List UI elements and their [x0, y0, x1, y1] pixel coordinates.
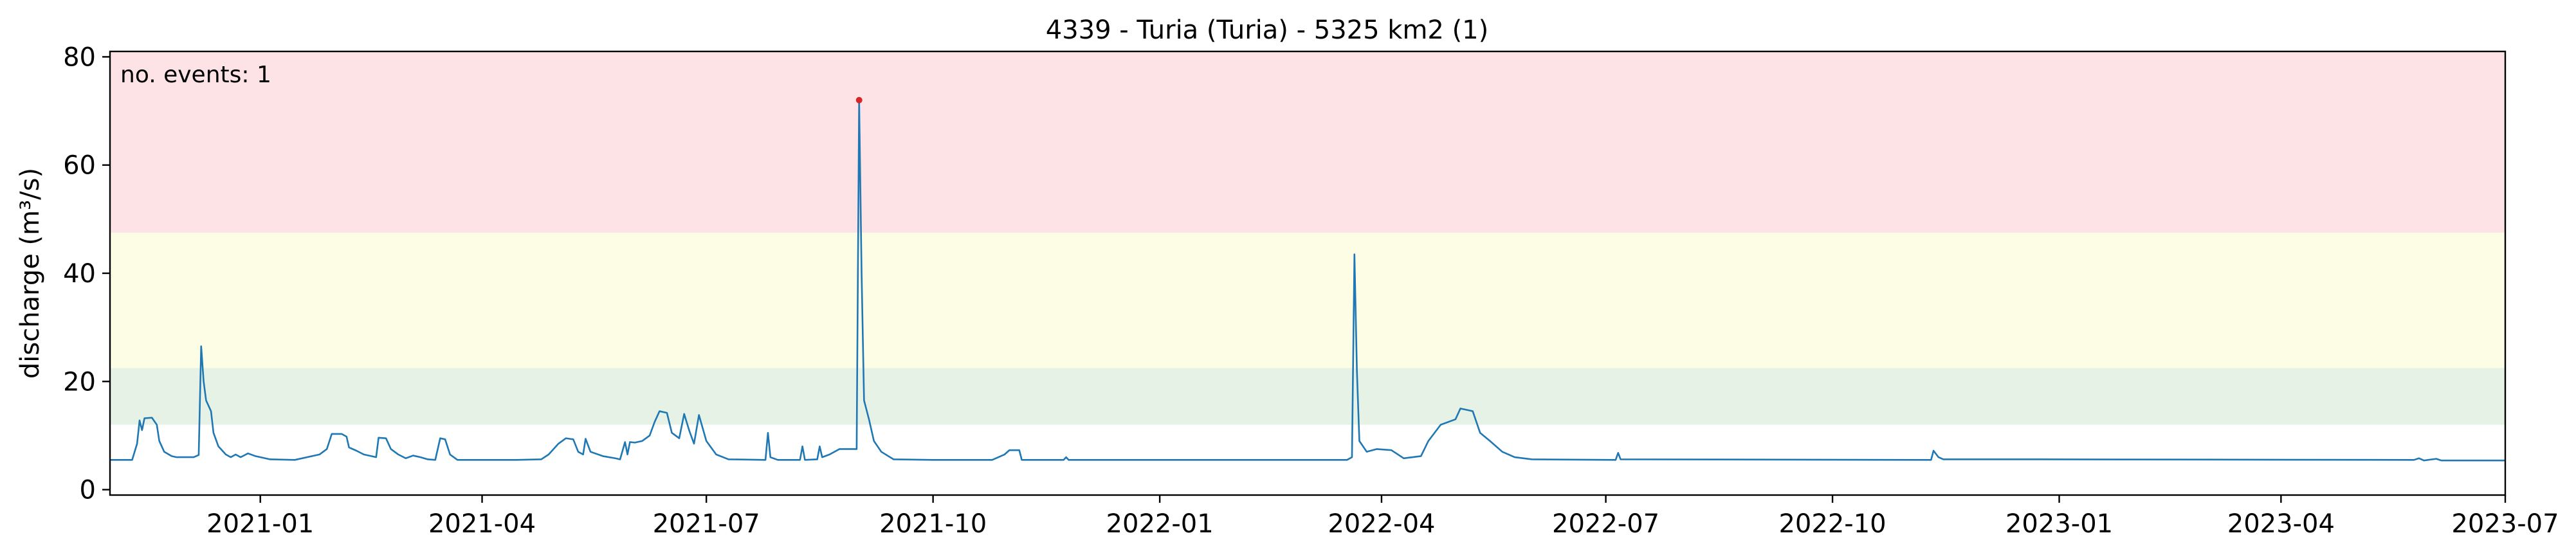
axis-ticks: 0 20 40 60 80 2021-01 2021-04 2021-07 2021-10 202… — [63, 42, 2559, 539]
x-tick-label: 2022-01 — [1106, 509, 1214, 539]
x-tick-label: 2022-10 — [1778, 509, 1886, 539]
x-tick-label: 2023-04 — [2227, 509, 2335, 539]
x-tick-label: 2021-01 — [206, 509, 314, 539]
events-annotation: no. events: 1 — [120, 62, 271, 88]
y-tick-label: 0 — [80, 476, 96, 505]
threshold-bands — [110, 51, 2505, 425]
y-tick-label: 20 — [63, 367, 96, 397]
x-tick-label: 2021-07 — [653, 509, 760, 539]
event-marker-0 — [855, 96, 863, 104]
x-tick-label: 2021-10 — [879, 509, 987, 539]
x-tick-label: 2023-07 — [2451, 509, 2559, 539]
y-tick-label: 80 — [63, 42, 96, 72]
x-tick-label: 2022-04 — [1328, 509, 1435, 539]
y-tick-label: 40 — [63, 259, 96, 289]
plot-frame — [109, 50, 2507, 496]
y-axis-label: discharge (m³/s) — [15, 168, 45, 379]
series-layer — [110, 96, 2505, 462]
series-line-0 — [110, 99, 2505, 462]
x-tick-label: 2021-04 — [428, 509, 536, 539]
threshold-band-2 — [110, 51, 2505, 233]
threshold-band-1 — [110, 232, 2505, 368]
x-tick-label: 2022-07 — [1552, 509, 1659, 539]
threshold-band-0 — [110, 368, 2505, 425]
chart-title: 4339 - Turia (Turia) - 5325 km2 (1) — [1046, 15, 1488, 45]
x-tick-label: 2023-01 — [2005, 509, 2113, 539]
y-tick-label: 60 — [63, 151, 96, 181]
